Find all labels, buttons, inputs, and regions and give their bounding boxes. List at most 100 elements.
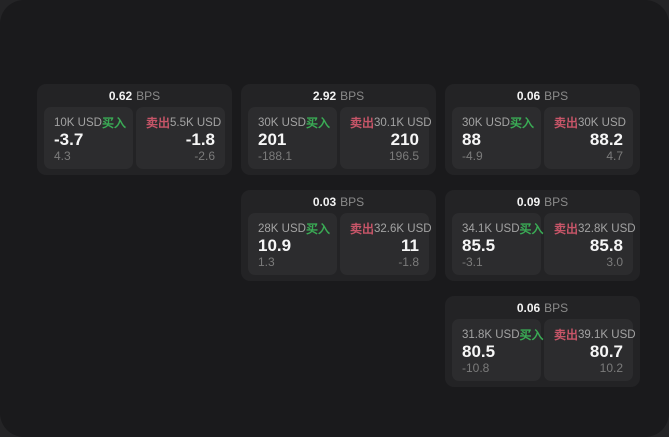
sell-panel[interactable]: 卖出 30.1K USD 210 196.5 — [340, 107, 432, 169]
sell-panel[interactable]: 卖出 30K USD 88.2 4.7 — [544, 107, 633, 169]
sell-panel[interactable]: 卖出 32.8K USD 85.8 3.0 — [544, 213, 636, 275]
buy-panel-top-row: 34.1K USD 买入 — [462, 220, 544, 237]
sell-amount: 39.1K USD — [578, 328, 636, 341]
sell-panel-top-row: 卖出 32.8K USD — [554, 220, 636, 237]
quote-board: 0.62 BPS 10K USD 买入 -3.7 4.3 卖出 5.5K USD… — [37, 84, 640, 387]
buy-sub-value: 4.3 — [54, 149, 71, 163]
buy-sell-panels: 28K USD 买入 10.9 1.3 卖出 32.6K USD 11 -1.8 — [241, 213, 436, 281]
buy-price: 10.9 — [258, 236, 292, 256]
buy-panel-top-row: 10K USD 买入 — [54, 114, 126, 131]
bps-spread-value: 0.06 — [516, 301, 541, 315]
buy-sub-value: 1.3 — [258, 255, 275, 269]
quote-column-1: 0.62 BPS 10K USD 买入 -3.7 4.3 卖出 5.5K USD… — [37, 84, 232, 387]
buy-amount: 31.8K USD — [462, 328, 520, 341]
buy-panel-top-row: 30K USD 买入 — [258, 114, 330, 131]
bps-spread-value: 0.62 — [108, 89, 133, 103]
bps-spread-value: 2.92 — [312, 89, 337, 103]
sell-price: 88.2 — [589, 130, 623, 150]
sell-panel-top-row: 卖出 30K USD — [554, 114, 626, 131]
buy-panel[interactable]: 10K USD 买入 -3.7 4.3 — [44, 107, 133, 169]
buy-side-label: 买入 — [101, 116, 126, 130]
sell-panel-top-row: 卖出 5.5K USD — [146, 114, 221, 131]
buy-panel[interactable]: 34.1K USD 买入 85.5 -3.1 — [452, 213, 544, 275]
buy-price: 85.5 — [462, 236, 496, 256]
sell-price: 80.7 — [589, 342, 623, 362]
buy-panel[interactable]: 30K USD 买入 88 -4.9 — [452, 107, 541, 169]
buy-price: -3.7 — [54, 130, 84, 150]
quote-card: 2.92 BPS 30K USD 买入 201 -188.1 卖出 30.1K … — [241, 84, 436, 175]
bps-spread-value: 0.03 — [312, 195, 337, 209]
sell-amount: 32.8K USD — [578, 222, 636, 235]
sell-panel[interactable]: 卖出 32.6K USD 11 -1.8 — [340, 213, 432, 275]
card-header: 2.92 BPS — [241, 84, 436, 107]
buy-amount: 30K USD — [462, 116, 510, 129]
buy-side-label: 买入 — [519, 328, 544, 342]
quote-card: 0.06 BPS 31.8K USD 买入 80.5 -10.8 卖出 39.1… — [445, 296, 640, 387]
sell-side-label: 卖出 — [554, 328, 579, 342]
sell-sub-value: 3.0 — [606, 255, 623, 269]
buy-sub-value: -3.1 — [462, 255, 483, 269]
buy-price: 88 — [462, 130, 481, 150]
sell-side-label: 卖出 — [350, 222, 375, 236]
buy-panel-top-row: 31.8K USD 买入 — [462, 326, 544, 343]
card-header: 0.06 BPS — [445, 84, 640, 107]
buy-sub-value: -188.1 — [258, 149, 293, 163]
bps-unit-label: BPS — [544, 195, 569, 209]
buy-panel-top-row: 28K USD 买入 — [258, 220, 330, 237]
sell-price: 11 — [401, 236, 419, 256]
quote-column-2: 2.92 BPS 30K USD 买入 201 -188.1 卖出 30.1K … — [241, 84, 436, 387]
sell-sub-value: 196.5 — [388, 149, 419, 163]
sell-side-label: 卖出 — [554, 222, 579, 236]
bps-spread-value: 0.06 — [516, 89, 541, 103]
buy-price: 80.5 — [462, 342, 496, 362]
buy-sell-panels: 30K USD 买入 88 -4.9 卖出 30K USD 88.2 4.7 — [445, 107, 640, 175]
sell-price: 210 — [390, 130, 419, 150]
quote-card: 0.62 BPS 10K USD 买入 -3.7 4.3 卖出 5.5K USD… — [37, 84, 232, 175]
bps-unit-label: BPS — [544, 301, 569, 315]
buy-panel-top-row: 30K USD 买入 — [462, 114, 534, 131]
sell-sub-value: 4.7 — [606, 149, 623, 163]
buy-panel[interactable]: 30K USD 买入 201 -188.1 — [248, 107, 337, 169]
sell-sub-value: -1.8 — [398, 255, 419, 269]
sell-side-label: 卖出 — [554, 116, 579, 130]
sell-panel-top-row: 卖出 30.1K USD — [350, 114, 432, 131]
buy-sell-panels: 10K USD 买入 -3.7 4.3 卖出 5.5K USD -1.8 -2.… — [37, 107, 232, 175]
sell-amount: 30.1K USD — [374, 116, 432, 129]
buy-side-label: 买入 — [509, 116, 534, 130]
bps-unit-label: BPS — [544, 89, 569, 103]
buy-panel[interactable]: 31.8K USD 买入 80.5 -10.8 — [452, 319, 544, 381]
sell-panel-top-row: 卖出 32.6K USD — [350, 220, 432, 237]
card-header: 0.03 BPS — [241, 190, 436, 213]
quote-card: 0.06 BPS 30K USD 买入 88 -4.9 卖出 30K USD 8… — [445, 84, 640, 175]
buy-amount: 10K USD — [54, 116, 102, 129]
buy-price: 201 — [258, 130, 287, 150]
buy-sell-panels: 34.1K USD 买入 85.5 -3.1 卖出 32.8K USD 85.8… — [445, 213, 640, 281]
buy-sub-value: -10.8 — [462, 361, 490, 375]
sell-panel[interactable]: 卖出 5.5K USD -1.8 -2.6 — [136, 107, 225, 169]
buy-side-label: 买入 — [305, 116, 330, 130]
sell-amount: 32.6K USD — [374, 222, 432, 235]
sell-sub-value: -2.6 — [194, 149, 215, 163]
sell-side-label: 卖出 — [146, 116, 171, 130]
sell-amount: 30K USD — [578, 116, 626, 129]
sell-panel[interactable]: 卖出 39.1K USD 80.7 10.2 — [544, 319, 636, 381]
quote-card: 0.09 BPS 34.1K USD 买入 85.5 -3.1 卖出 32.8K… — [445, 190, 640, 281]
buy-amount: 34.1K USD — [462, 222, 520, 235]
bps-unit-label: BPS — [340, 195, 365, 209]
sell-price: -1.8 — [185, 130, 215, 150]
sell-amount: 5.5K USD — [170, 116, 222, 129]
bps-unit-label: BPS — [340, 89, 365, 103]
sell-panel-top-row: 卖出 39.1K USD — [554, 326, 636, 343]
buy-amount: 30K USD — [258, 116, 306, 129]
sell-sub-value: 10.2 — [599, 361, 623, 375]
buy-sell-panels: 31.8K USD 买入 80.5 -10.8 卖出 39.1K USD 80.… — [445, 319, 640, 387]
bps-unit-label: BPS — [136, 89, 161, 103]
quote-column-3: 0.06 BPS 30K USD 买入 88 -4.9 卖出 30K USD 8… — [445, 84, 640, 387]
buy-side-label: 买入 — [519, 222, 544, 236]
bps-spread-value: 0.09 — [516, 195, 541, 209]
buy-panel[interactable]: 28K USD 买入 10.9 1.3 — [248, 213, 337, 275]
buy-sell-panels: 30K USD 买入 201 -188.1 卖出 30.1K USD 210 1… — [241, 107, 436, 175]
card-header: 0.06 BPS — [445, 296, 640, 319]
quote-card: 0.03 BPS 28K USD 买入 10.9 1.3 卖出 32.6K US… — [241, 190, 436, 281]
